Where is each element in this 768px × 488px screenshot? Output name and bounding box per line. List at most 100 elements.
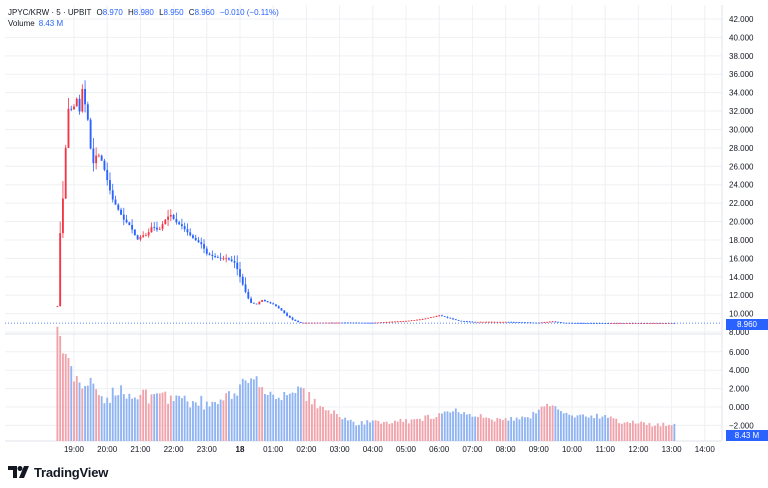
- price-tick-label: 28.000: [729, 144, 754, 153]
- candle-body: [465, 321, 468, 323]
- candle-body: [136, 235, 139, 240]
- candle-body: [435, 316, 438, 317]
- volume-bar: [258, 387, 261, 441]
- time-tick-label: 04:00: [363, 445, 384, 454]
- candle-body: [429, 317, 432, 319]
- candle-body: [537, 322, 540, 324]
- candle-body: [291, 317, 294, 320]
- volume-bar: [59, 336, 62, 441]
- time-tick-label: 10:00: [562, 445, 583, 454]
- candle-body: [203, 244, 205, 249]
- candle-body: [114, 199, 117, 205]
- volume-bar: [518, 419, 521, 441]
- volume-bar: [565, 412, 568, 441]
- tradingview-logo[interactable]: TradingView: [8, 464, 108, 480]
- volume-bar: [571, 415, 573, 441]
- volume-bar: [236, 395, 239, 441]
- candle-body: [432, 316, 435, 318]
- volume-bar: [667, 424, 670, 441]
- candle-body: [579, 323, 582, 324]
- candle-body: [158, 228, 161, 230]
- price-tick-label: 32.000: [729, 107, 754, 116]
- candle-body: [205, 248, 208, 254]
- candle-body: [172, 214, 175, 220]
- volume-bar: [482, 417, 485, 441]
- candle-body: [518, 322, 521, 323]
- candle-body: [56, 306, 59, 308]
- volume-bar: [247, 382, 250, 441]
- volume-bar: [62, 353, 64, 441]
- volume-bar: [344, 417, 347, 441]
- time-tick-label: 08:00: [496, 445, 517, 454]
- volume-bar: [70, 366, 73, 441]
- time-tick-label: 02:00: [296, 445, 317, 454]
- volume-bar: [322, 406, 324, 441]
- candle-body: [180, 224, 183, 227]
- volume-bar: [338, 417, 341, 441]
- candle-body: [145, 235, 147, 237]
- candle-body: [147, 232, 150, 236]
- time-tick-label: 06:00: [429, 445, 450, 454]
- volume-bar: [479, 414, 482, 441]
- candle-body: [546, 321, 549, 323]
- candle-body: [294, 319, 297, 321]
- candle-body: [272, 303, 275, 305]
- volume-bar: [346, 420, 349, 441]
- volume-bar: [485, 417, 488, 441]
- candle-body: [454, 319, 457, 321]
- time-tick-label: 03:00: [330, 445, 351, 454]
- price-tick-label: 20.000: [729, 218, 754, 227]
- volume-bar: [122, 394, 125, 441]
- candle-body: [363, 322, 366, 324]
- candle-body: [214, 256, 217, 257]
- candle-body: [607, 323, 609, 324]
- volume-bar: [429, 418, 432, 441]
- candle-body: [496, 321, 499, 323]
- candle-body: [78, 98, 81, 112]
- candle-body: [446, 316, 449, 318]
- candle-body: [612, 323, 615, 324]
- candle-body: [460, 320, 463, 322]
- volume-bar: [214, 402, 217, 441]
- volume-bar: [637, 423, 640, 441]
- volume-bar: [219, 399, 222, 441]
- volume-bar: [454, 408, 457, 441]
- candle-body: [452, 318, 454, 320]
- symbol-label[interactable]: JPYC/KRW · 5 · UPBIT: [8, 8, 92, 17]
- candle-body: [512, 322, 515, 323]
- candle-body: [283, 310, 286, 314]
- volume-bar: [299, 387, 302, 441]
- candle-body: [543, 322, 546, 324]
- candle-body: [73, 106, 75, 110]
- volume-bar: [587, 417, 590, 441]
- volume-bar: [180, 398, 183, 441]
- volume-bar: [443, 411, 446, 441]
- volume-bar: [175, 395, 178, 441]
- volume-bar: [305, 401, 308, 441]
- candle-body: [125, 219, 128, 223]
- volume-bar: [449, 412, 452, 441]
- candle-body: [106, 169, 109, 181]
- volume-bar: [593, 418, 596, 441]
- open-label: O: [96, 8, 103, 17]
- volume-bar: [432, 418, 435, 441]
- volume-bar: [158, 393, 161, 441]
- volume-bar: [435, 417, 438, 441]
- volume-bar: [407, 423, 410, 441]
- candle-body: [656, 323, 659, 324]
- candle-body: [593, 323, 596, 324]
- volume-bar: [84, 386, 86, 441]
- candle-body: [280, 308, 283, 311]
- volume-label[interactable]: Volume: [8, 19, 35, 28]
- volume-bar: [150, 394, 153, 441]
- candle-body: [618, 323, 620, 324]
- volume-bar: [366, 420, 369, 441]
- volume-bar: [294, 393, 297, 441]
- candle-body: [366, 322, 369, 324]
- candle-body: [167, 216, 169, 220]
- candle-body: [330, 322, 333, 324]
- candle-body: [479, 321, 482, 323]
- candle-body: [216, 256, 219, 258]
- candle-body: [86, 104, 89, 120]
